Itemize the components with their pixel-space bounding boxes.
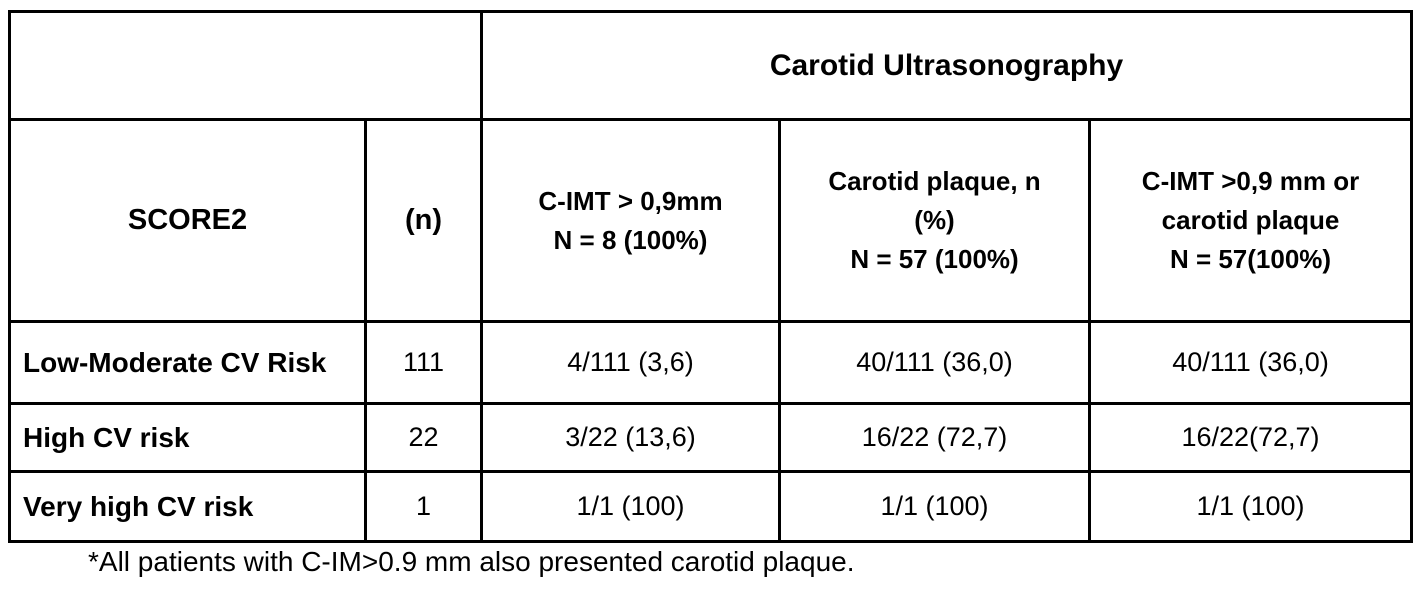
- column-header-cimt: C-IMT > 0,9mm N = 8 (100%): [480, 118, 781, 323]
- column-header-plaque-line3: N = 57 (100%): [850, 244, 1019, 274]
- cell-very-high-cimt-or-plaque: 1/1 (100): [1087, 470, 1414, 543]
- column-header-cimt-or-plaque: C-IMT >0,9 mm or carotid plaque N = 57(1…: [1087, 118, 1414, 323]
- cell-low-moderate-cimt-or-plaque: 40/111 (36,0): [1087, 320, 1414, 405]
- cell-low-moderate-plaque: 40/111 (36,0): [778, 320, 1091, 405]
- column-header-plaque-line1: Carotid plaque, n: [828, 166, 1041, 196]
- column-header-plaque: Carotid plaque, n (%) N = 57 (100%): [778, 118, 1091, 323]
- row-label-very-high: Very high CV risk: [8, 470, 367, 543]
- cell-very-high-n: 1: [364, 470, 483, 543]
- cell-high-plaque: 16/22 (72,7): [778, 402, 1091, 473]
- table-title: Carotid Ultrasonography: [479, 10, 1414, 121]
- column-header-plaque-line2: (%): [914, 205, 955, 235]
- table-row-very-high: Very high CV risk 1 1/1 (100) 1/1 (100) …: [8, 470, 1414, 543]
- column-header-cimt-or-plaque-line2: carotid plaque: [1161, 205, 1340, 235]
- column-header-cimt-line1: C-IMT > 0,9mm: [538, 185, 723, 216]
- row-label-high: High CV risk: [8, 402, 367, 473]
- column-header-cimt-line2: N = 8 (100%): [553, 224, 708, 255]
- table-header-row: SCORE2 (n) C-IMT > 0,9mm N = 8 (100%) Ca…: [8, 118, 1414, 323]
- table-title-row: Carotid Ultrasonography: [8, 10, 1414, 121]
- column-header-cimt-or-plaque-line1: C-IMT >0,9 mm or: [1141, 166, 1360, 196]
- empty-corner-cell: [8, 10, 483, 121]
- cell-low-moderate-n: 111: [364, 320, 483, 405]
- column-header-cimt-or-plaque-line3: N = 57(100%): [1169, 244, 1332, 274]
- cell-low-moderate-cimt: 4/111 (3,6): [480, 320, 781, 405]
- column-header-n: (n): [364, 118, 483, 323]
- row-label-low-moderate: Low-Moderate CV Risk: [8, 320, 367, 405]
- cell-high-cimt-or-plaque: 16/22(72,7): [1087, 402, 1414, 473]
- table-footnote: *All patients with C-IM>0.9 mm also pres…: [88, 546, 855, 577]
- column-header-score2: SCORE2: [8, 118, 367, 323]
- cell-high-n: 22: [364, 402, 483, 473]
- table-row-high: High CV risk 22 3/22 (13,6) 16/22 (72,7)…: [8, 402, 1414, 473]
- cell-very-high-cimt: 1/1 (100): [480, 470, 781, 543]
- cell-high-cimt: 3/22 (13,6): [480, 402, 781, 473]
- carotid-ultrasonography-table: Carotid Ultrasonography SCORE2 (n) C-IMT…: [8, 10, 1414, 543]
- table-row-low-moderate: Low-Moderate CV Risk 111 4/111 (3,6) 40/…: [8, 320, 1414, 405]
- cell-very-high-plaque: 1/1 (100): [778, 470, 1091, 543]
